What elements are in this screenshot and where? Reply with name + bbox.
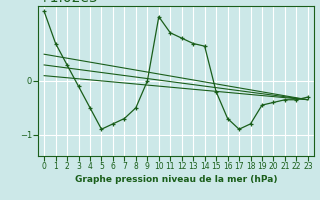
X-axis label: Graphe pression niveau de la mer (hPa): Graphe pression niveau de la mer (hPa)	[75, 175, 277, 184]
